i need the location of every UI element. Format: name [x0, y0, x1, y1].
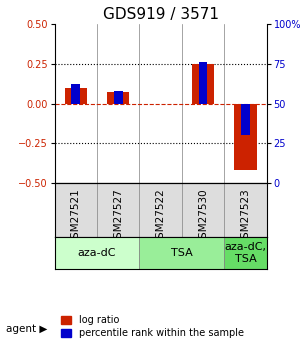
Bar	[65, 88, 87, 103]
Text: GSM27521: GSM27521	[71, 188, 81, 245]
Text: GSM27523: GSM27523	[240, 188, 251, 245]
Text: TSA: TSA	[171, 248, 193, 258]
Title: GDS919 / 3571: GDS919 / 3571	[103, 7, 218, 22]
Text: GSM27527: GSM27527	[113, 188, 123, 245]
Bar	[114, 91, 123, 103]
Bar	[198, 62, 208, 104]
Bar	[241, 104, 250, 135]
Text: aza-dC: aza-dC	[78, 248, 116, 258]
Legend: log ratio, percentile rank within the sample: log ratio, percentile rank within the sa…	[59, 313, 246, 340]
Text: aza-dC,
TSA: aza-dC, TSA	[225, 243, 266, 264]
FancyBboxPatch shape	[224, 237, 267, 269]
Text: GSM27522: GSM27522	[155, 188, 166, 245]
Text: agent ▶: agent ▶	[6, 325, 48, 334]
Text: GSM27530: GSM27530	[198, 188, 208, 245]
Bar	[71, 85, 80, 103]
Bar	[234, 104, 257, 170]
FancyBboxPatch shape	[55, 237, 139, 269]
Bar	[192, 64, 214, 104]
FancyBboxPatch shape	[139, 237, 224, 269]
Bar	[107, 92, 129, 104]
